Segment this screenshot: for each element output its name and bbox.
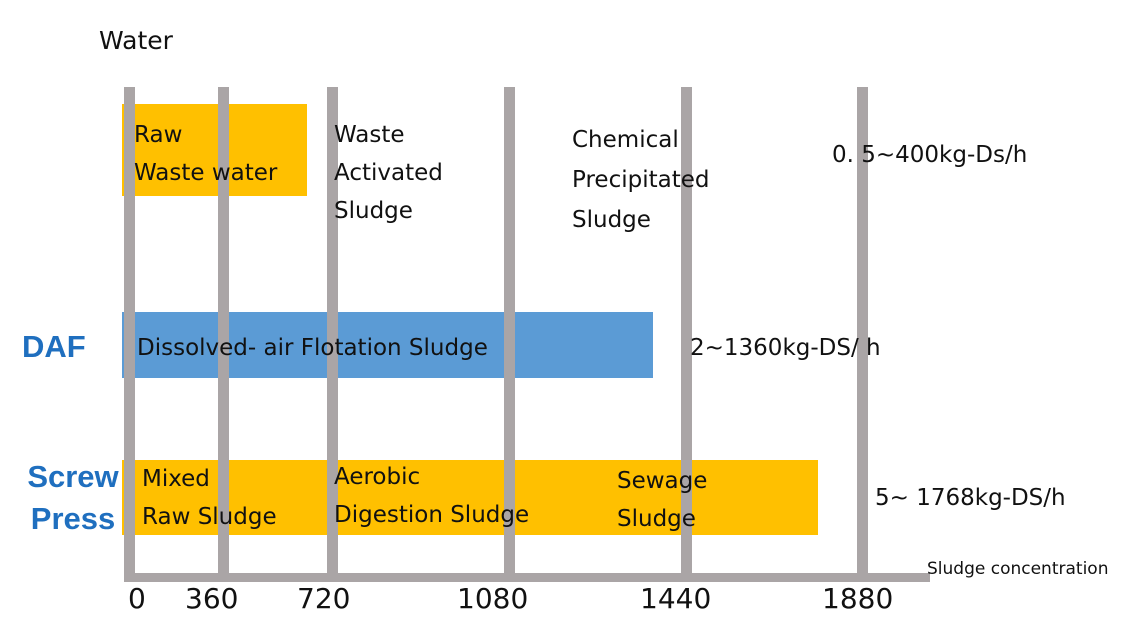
gridline-1440 (681, 87, 692, 577)
gridline-0 (124, 87, 135, 577)
x-axis-label: Sludge concentration (927, 559, 1109, 579)
tick-label: 0 (128, 582, 146, 615)
gridline-360 (218, 87, 229, 577)
daf-bar (122, 312, 653, 378)
capacity-label: 2~1360kg-DS/ h (690, 335, 881, 361)
gridline-1880 (857, 87, 868, 577)
sludge-label: Dissolved- air Flotation Sludge (137, 335, 488, 361)
sludge-label: Waste Activated Sludge (334, 122, 443, 224)
tick-label: 720 (297, 582, 351, 615)
tick-label: 360 (185, 582, 239, 615)
page-title: Water (99, 26, 173, 55)
tick-label: 1880 (822, 582, 894, 615)
sludge-label: Sewage Sludge (617, 468, 708, 532)
sludge-label: Raw Waste water (134, 122, 278, 186)
gridline-1080 (504, 87, 515, 577)
row-label-screw-press: Screw Press (27, 459, 119, 536)
tick-label: 1080 (457, 582, 529, 615)
row-label-daf: DAF (22, 329, 86, 364)
gridline-720 (327, 87, 338, 577)
sludge-label: Aerobic Digestion Sludge (334, 464, 530, 528)
tick-label: 1440 (640, 582, 712, 615)
water-bar (122, 104, 307, 196)
sludge-label: Chemical Precipitated Sludge (572, 127, 710, 233)
capacity-label: 5~ 1768kg-DS/h (875, 485, 1066, 511)
capacity-label: 0. 5~400kg-Ds/h (832, 142, 1028, 168)
screw-press-bar (122, 460, 818, 535)
sludge-label: Mixed Raw Sludge (142, 466, 277, 530)
x-axis-line (124, 573, 930, 582)
